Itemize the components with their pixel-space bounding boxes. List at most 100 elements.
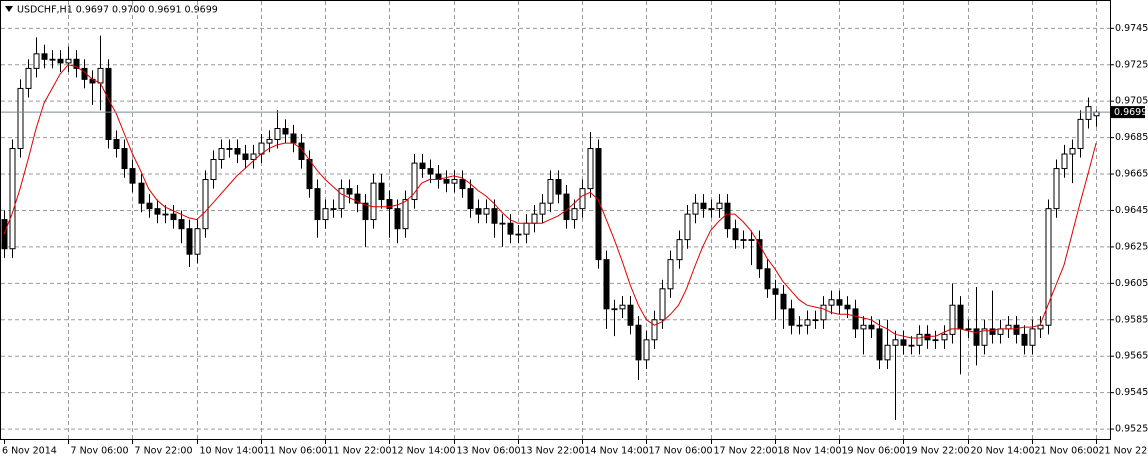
candle-body — [33, 53, 40, 69]
candle-body — [507, 222, 514, 235]
y-tick-label: 0.9525 — [1115, 424, 1148, 435]
candle-body — [467, 188, 474, 210]
candle-body — [973, 328, 980, 346]
x-tick-label: 6 Nov 2014 — [2, 446, 57, 457]
candle-body — [362, 202, 369, 221]
candle-body — [997, 328, 1004, 335]
candle-body — [186, 228, 193, 255]
candle-body — [740, 239, 747, 241]
candle-body — [73, 58, 80, 69]
candle-body — [684, 213, 691, 241]
candle-body — [451, 179, 458, 184]
candle-body — [1061, 153, 1068, 170]
moving-average — [3, 64, 1097, 339]
menu-triangle — [5, 6, 13, 12]
candle-body — [603, 259, 610, 310]
candle-body — [49, 58, 56, 61]
candle-body — [354, 193, 361, 204]
y-tick-label: 0.9645 — [1115, 205, 1148, 216]
candle-body — [571, 208, 578, 221]
candle-body — [547, 179, 554, 204]
candle-body — [860, 324, 867, 330]
candle-body — [788, 308, 795, 326]
x-tick-label: 17 Nov 06:00 — [649, 446, 713, 457]
candle-body — [595, 148, 602, 261]
candle-body — [965, 328, 972, 331]
candle-body — [298, 142, 305, 160]
candle-body — [820, 304, 827, 321]
x-tick-label: 19 Nov 22:00 — [906, 446, 970, 457]
y-tick-label: 0.9545 — [1115, 387, 1148, 398]
current-price-label: 0.9699 — [1114, 107, 1147, 118]
candle-body — [1045, 208, 1052, 326]
candle-body — [290, 133, 297, 144]
candle-body — [483, 208, 490, 215]
candle-body — [611, 308, 618, 311]
candle-body — [828, 299, 835, 306]
candle-body — [1077, 118, 1084, 150]
y-tick-label: 0.9725 — [1115, 59, 1148, 70]
candle-body — [981, 328, 988, 346]
x-tick-label: 21 Nov 06:00 — [1035, 446, 1099, 457]
candle-body — [178, 219, 185, 230]
candle-body — [692, 202, 699, 215]
candle-body — [370, 182, 377, 221]
candle-body — [378, 182, 385, 201]
candle-body — [274, 128, 281, 140]
candle-body — [202, 179, 209, 230]
candle-body — [796, 324, 803, 327]
candle-body — [146, 202, 153, 210]
candle-body — [949, 304, 956, 335]
candle-body — [491, 208, 498, 224]
x-tick-label: 12 Nov 14:00 — [392, 446, 456, 457]
candle-body — [170, 213, 177, 221]
candle-body — [627, 304, 634, 326]
candle-body — [242, 153, 249, 160]
candle-body — [1053, 168, 1060, 210]
candle-body — [732, 228, 739, 241]
candle-body — [386, 199, 393, 210]
candle-body — [579, 188, 586, 210]
y-tick-label: 0.9745 — [1115, 23, 1148, 34]
candle-body — [1093, 111, 1100, 117]
candle-body — [1013, 324, 1020, 335]
candle-body — [724, 202, 731, 230]
candle-body — [852, 308, 859, 330]
candle-body — [1029, 328, 1036, 346]
x-tick-label: 11 Nov 06:00 — [264, 446, 328, 457]
x-tick-label: 20 Nov 14:00 — [971, 446, 1035, 457]
candle-body — [194, 228, 201, 255]
candle-body — [266, 138, 273, 144]
candle-body — [226, 148, 233, 150]
candle-body — [121, 148, 128, 170]
candle-body — [539, 202, 546, 215]
candle-body — [716, 202, 723, 210]
candle-body — [941, 333, 948, 341]
candle-body — [154, 208, 161, 215]
candle-body — [419, 162, 426, 170]
candle-body — [892, 339, 899, 346]
candle-body — [129, 168, 136, 184]
candle-body — [338, 188, 345, 210]
candle-body — [619, 304, 626, 310]
candle-body — [772, 288, 779, 295]
candle-body — [868, 324, 875, 330]
candle-body — [97, 67, 104, 84]
candle-body — [1037, 324, 1044, 330]
candle-body — [764, 268, 771, 290]
candle-body — [1005, 324, 1012, 330]
candle-body — [234, 148, 241, 155]
candle-body — [989, 328, 996, 335]
candle-body — [676, 239, 683, 261]
candle-body — [402, 199, 409, 230]
candle-body — [587, 148, 594, 190]
candle-body — [394, 208, 401, 230]
candle-body — [41, 53, 48, 60]
candle-body — [900, 339, 907, 346]
candle-body — [113, 138, 120, 150]
x-tick-label: 7 Nov 22:00 — [135, 446, 193, 457]
candle-body — [916, 333, 923, 346]
candle-body — [25, 67, 32, 89]
candle-body — [306, 158, 313, 190]
